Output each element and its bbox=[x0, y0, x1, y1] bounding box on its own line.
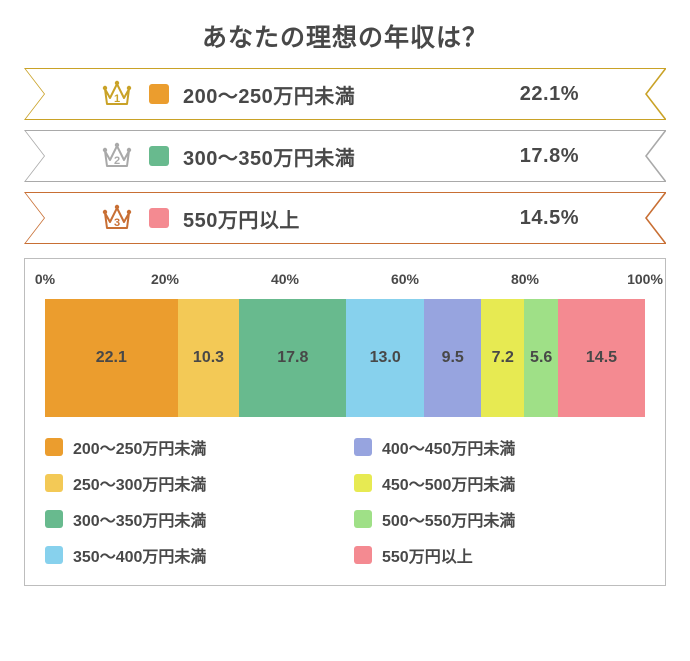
axis-tick: 80% bbox=[511, 271, 539, 287]
chart-legend: 200〜250万円未満 400〜450万円未満 250〜300万円未満 450〜… bbox=[45, 435, 645, 567]
legend-label: 550万円以上 bbox=[382, 543, 473, 567]
legend-swatch bbox=[354, 474, 372, 492]
legend-label: 350〜400万円未満 bbox=[73, 543, 206, 567]
legend-item: 500〜550万円未満 bbox=[354, 507, 645, 531]
bar-segment-4: 9.5 bbox=[424, 299, 481, 417]
legend-item: 200〜250万円未満 bbox=[45, 435, 336, 459]
bar-segment-2: 17.8 bbox=[239, 299, 346, 417]
axis-tick: 20% bbox=[151, 271, 179, 287]
axis-tick: 40% bbox=[271, 271, 299, 287]
chart-axis: 0%20%40%60%80%100% bbox=[45, 271, 645, 293]
bar-segment-0: 22.1 bbox=[45, 299, 178, 417]
rank-percent: 22.1% bbox=[520, 83, 579, 106]
ranking-row-3: 3 550万円以上 14.5% bbox=[24, 192, 666, 244]
bar-segment-5: 7.2 bbox=[481, 299, 524, 417]
bar-segment-7: 14.5 bbox=[558, 299, 645, 417]
bar-segment-1: 10.3 bbox=[178, 299, 240, 417]
chart-box: 0% 20% 40% 60% 80% 100% 22.110.317.813.09.57.… bbox=[24, 258, 666, 586]
legend-swatch bbox=[45, 474, 63, 492]
ranking-row-2: 2 300〜350万円未満 17.8% bbox=[24, 130, 666, 182]
svg-text:3: 3 bbox=[114, 217, 120, 229]
legend-label: 500〜550万円未満 bbox=[382, 507, 515, 531]
rank-percent: 14.5% bbox=[520, 207, 579, 230]
rank-label: 550万円以上 bbox=[183, 204, 520, 233]
stacked-bar: 22.110.317.813.09.57.25.614.5 bbox=[45, 299, 645, 417]
crown-icon: 3 bbox=[97, 200, 137, 236]
legend-item: 400〜450万円未満 bbox=[354, 435, 645, 459]
crown-icon: 1 bbox=[97, 76, 137, 112]
legend-swatch bbox=[354, 510, 372, 528]
legend-item: 300〜350万円未満 bbox=[45, 507, 336, 531]
page-title: あなたの理想の年収は？ bbox=[24, 18, 666, 54]
svg-text:1: 1 bbox=[114, 93, 120, 105]
legend-label: 200〜250万円未満 bbox=[73, 435, 206, 459]
rank-swatch bbox=[149, 208, 169, 228]
legend-item: 350〜400万円未満 bbox=[45, 543, 336, 567]
rank-swatch bbox=[149, 146, 169, 166]
legend-label: 400〜450万円未満 bbox=[382, 435, 515, 459]
legend-swatch bbox=[45, 510, 63, 528]
legend-label: 300〜350万円未満 bbox=[73, 507, 206, 531]
legend-label: 450〜500万円未満 bbox=[382, 471, 515, 495]
crown-icon: 2 bbox=[97, 138, 137, 174]
rank-swatch bbox=[149, 84, 169, 104]
legend-label: 250〜300万円未満 bbox=[73, 471, 206, 495]
legend-item: 550万円以上 bbox=[354, 543, 645, 567]
legend-swatch bbox=[45, 546, 63, 564]
svg-text:2: 2 bbox=[114, 155, 120, 167]
legend-item: 450〜500万円未満 bbox=[354, 471, 645, 495]
legend-swatch bbox=[354, 546, 372, 564]
legend-swatch bbox=[45, 438, 63, 456]
bar-segment-6: 5.6 bbox=[524, 299, 558, 417]
rank-label: 200〜250万円未満 bbox=[183, 80, 520, 109]
axis-tick: 100% bbox=[627, 271, 663, 287]
axis-tick: 60% bbox=[391, 271, 419, 287]
axis-tick: 0% bbox=[35, 271, 55, 287]
rank-label: 300〜350万円未満 bbox=[183, 142, 520, 171]
legend-swatch bbox=[354, 438, 372, 456]
ranking-row-1: 1 200〜250万円未満 22.1% bbox=[24, 68, 666, 120]
rank-percent: 17.8% bbox=[520, 145, 579, 168]
ranking-list: 1 200〜250万円未満 22.1% 2 300〜350万円未満 17.8% … bbox=[24, 68, 666, 244]
legend-item: 250〜300万円未満 bbox=[45, 471, 336, 495]
bar-segment-3: 13.0 bbox=[346, 299, 424, 417]
